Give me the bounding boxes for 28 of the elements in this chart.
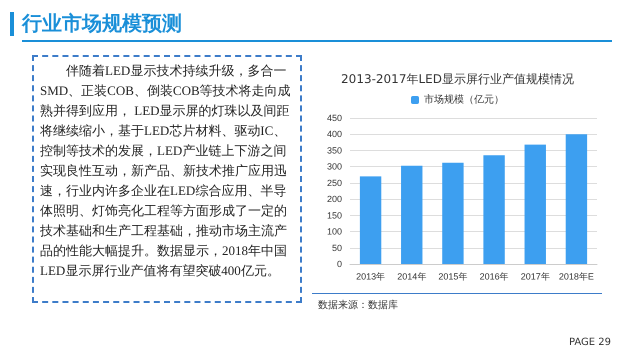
text: 伴随着LED显示技术持续升级，多合一SMD、正装COB、倒装COB等技术将走向成熟并得到应用， LED显示屏的灯珠以及间距将继续缩小，基于LED芯片材料、驱动IC、控制等技术的发展，LED产业链上下游之间实现良性互动，新产品、新技术推广应用迅速，行业内许多企业在LED综合应用、半导体照明、灯饰亮化工程等方面形成了一定的技术基础和生产工程基础，推动市场主流产品的性能大幅提升。数据显示，2018年中国LED显示屏行业产值将有望突破400亿元。 bbox=[40, 63, 291, 278]
text: PAGE 29 bbox=[568, 337, 611, 348]
chart-subtitle: 2013-2017年LED显示屏行业产值规模情况 bbox=[341, 72, 574, 86]
x-tick-label: 2017年 bbox=[520, 272, 550, 282]
x-tick-label: 2016年 bbox=[480, 272, 509, 282]
text: 行业市场规模预测 bbox=[22, 10, 182, 37]
x-tick-label: 2015年 bbox=[438, 272, 468, 282]
y-tick-label: 200 bbox=[326, 194, 342, 204]
bar bbox=[401, 166, 422, 264]
y-tick-label: 300 bbox=[326, 162, 342, 172]
y-tick-label: 350 bbox=[326, 145, 342, 156]
bar bbox=[360, 176, 382, 264]
y-tick-label: 150 bbox=[326, 210, 342, 220]
legend-label: 市场规模（亿元） bbox=[424, 94, 504, 106]
y-tick-label: 400 bbox=[326, 129, 342, 140]
bar bbox=[566, 134, 588, 264]
bar bbox=[483, 155, 505, 264]
bar bbox=[524, 144, 546, 264]
y-tick-label: 50 bbox=[332, 242, 342, 253]
y-tick-label: 250 bbox=[326, 178, 342, 188]
y-tick-label: 0 bbox=[336, 259, 342, 269]
x-tick-label: 2018年E bbox=[558, 272, 594, 282]
y-tick-label: 100 bbox=[326, 226, 342, 237]
source-note: 数据来源：数据库 bbox=[318, 298, 398, 312]
bar bbox=[442, 162, 464, 264]
y-tick-label: 450 bbox=[326, 113, 342, 123]
x-tick-label: 2013年 bbox=[356, 272, 386, 282]
x-tick-label: 2014年 bbox=[397, 272, 426, 282]
